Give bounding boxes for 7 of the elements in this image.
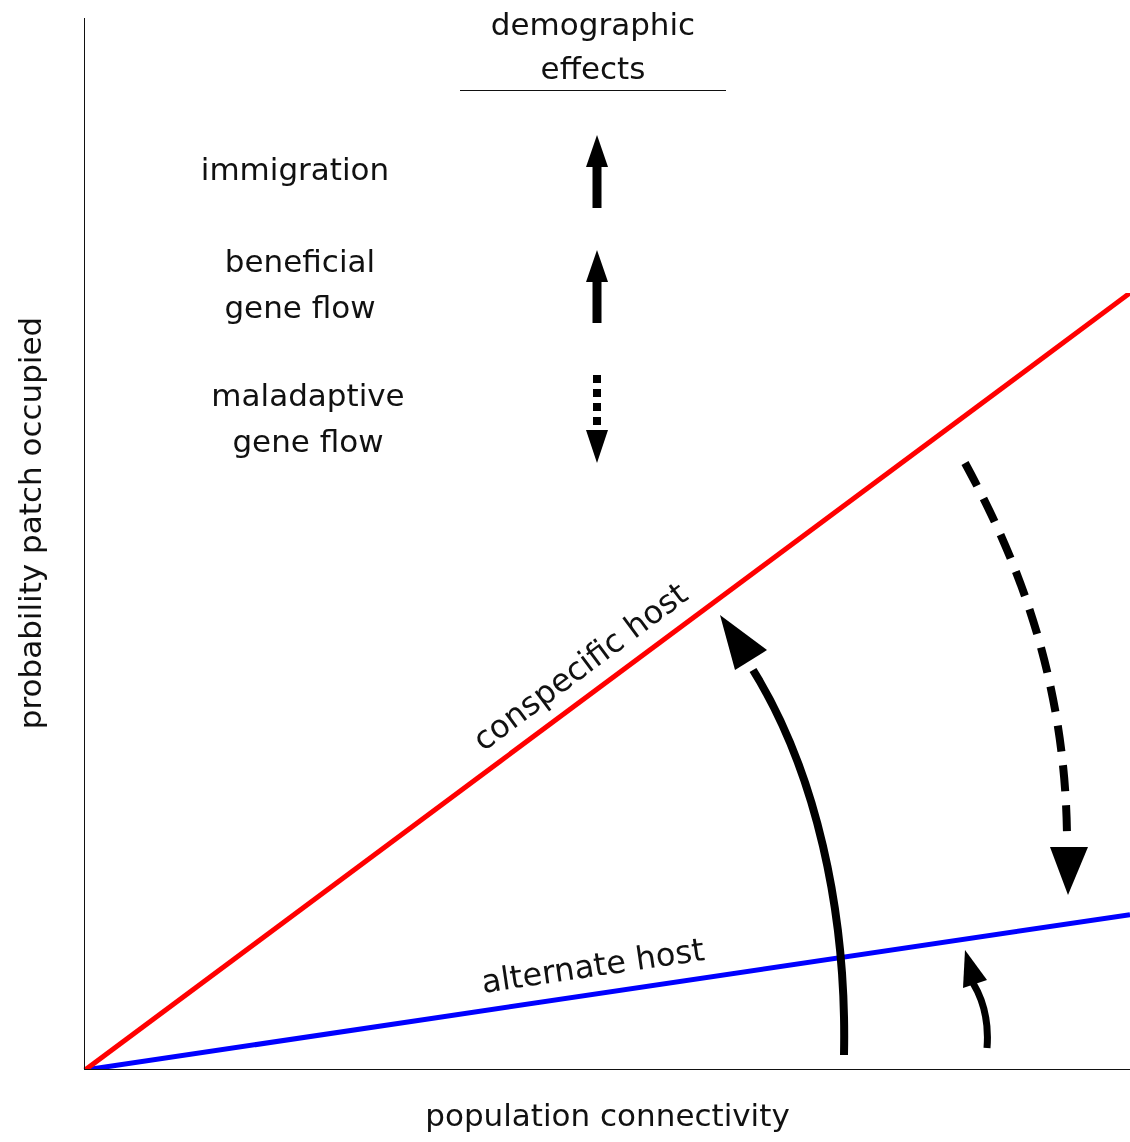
x-axis-title: population connectivity [424,1096,791,1135]
y-axis-title: probability patch occupied [11,315,49,732]
text: demographic effects [460,2,726,91]
text: alternate host [478,930,707,1001]
annotation: maladaptive gene flow [210,376,406,461]
annotation: beneficial gene flow [223,242,377,327]
text: immigration [199,150,391,189]
